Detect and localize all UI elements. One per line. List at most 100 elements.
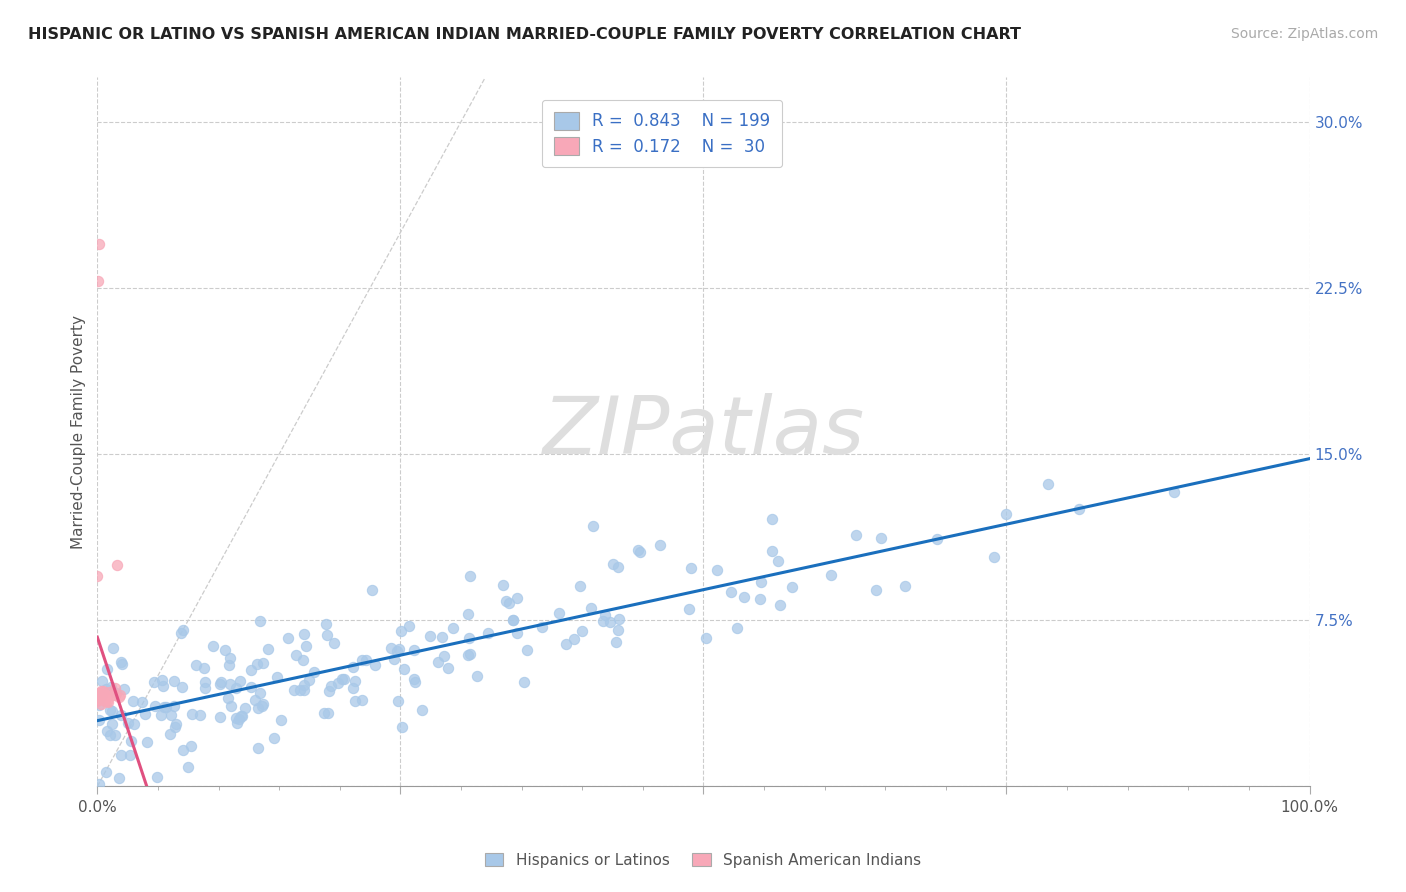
Point: [430, 630, 453, 644]
Point: [314, 706, 336, 720]
Point: [90, 690, 112, 704]
Point: [352, 692, 374, 706]
Point: [318, 706, 340, 720]
Point: [117, 715, 139, 730]
Point: [458, 648, 481, 662]
Point: [201, 640, 224, 654]
Point: [392, 662, 415, 676]
Point: [387, 694, 409, 708]
Point: [599, 615, 621, 629]
Point: [229, 674, 252, 689]
Point: [131, 695, 153, 709]
Point: [607, 612, 630, 626]
Point: [502, 613, 524, 627]
Point: [163, 720, 186, 734]
Point: [344, 673, 367, 688]
Point: [380, 640, 402, 655]
Point: [530, 620, 553, 634]
Point: [1163, 485, 1185, 500]
Point: [96, 694, 118, 708]
Point: [246, 657, 269, 672]
Point: [344, 694, 367, 708]
Point: [104, 686, 127, 700]
Point: [219, 698, 242, 713]
Point: [270, 713, 292, 727]
Point: [90, 689, 112, 703]
Point: [87, 698, 110, 712]
Point: [103, 681, 125, 695]
Point: [218, 677, 240, 691]
Point: [681, 561, 703, 575]
Point: [769, 599, 792, 613]
Point: [328, 676, 350, 690]
Point: [90, 690, 112, 705]
Point: [571, 624, 593, 639]
Point: [90, 698, 112, 712]
Point: [593, 607, 616, 622]
Point: [766, 554, 789, 568]
Point: [257, 642, 280, 657]
Point: [780, 580, 803, 594]
Point: [894, 579, 917, 593]
Point: [209, 675, 232, 690]
Point: [231, 709, 253, 723]
Point: [1036, 476, 1059, 491]
Point: [153, 700, 176, 714]
Legend: Hispanics or Latinos, Spanish American Indians: Hispanics or Latinos, Spanish American I…: [478, 845, 928, 875]
Text: HISPANIC OR LATINO VS SPANISH AMERICAN INDIAN MARRIED-COUPLE FAMILY POVERTY CORR: HISPANIC OR LATINO VS SPANISH AMERICAN I…: [28, 27, 1021, 42]
Point: [136, 735, 159, 749]
Point: [1067, 502, 1090, 516]
Point: [492, 578, 515, 592]
Point: [93, 694, 115, 708]
Point: [361, 583, 384, 598]
Point: [143, 698, 166, 713]
Point: [86, 569, 108, 583]
Point: [318, 684, 340, 698]
Point: [498, 596, 520, 610]
Point: [249, 614, 271, 628]
Point: [382, 652, 405, 666]
Point: [163, 698, 186, 713]
Point: [925, 532, 948, 546]
Point: [249, 686, 271, 700]
Point: [364, 658, 387, 673]
Point: [354, 653, 377, 667]
Point: [606, 623, 628, 637]
Point: [433, 648, 456, 663]
Point: [630, 544, 652, 558]
Point: [404, 672, 426, 686]
Point: [568, 579, 591, 593]
Point: [505, 591, 527, 605]
Point: [441, 621, 464, 635]
Point: [100, 717, 122, 731]
Point: [391, 720, 413, 734]
Point: [86, 688, 108, 702]
Point: [239, 663, 262, 677]
Point: [91, 687, 114, 701]
Point: [333, 672, 356, 686]
Point: [96, 662, 118, 676]
Point: [194, 681, 217, 696]
Point: [342, 660, 364, 674]
Point: [322, 635, 344, 649]
Point: [387, 643, 409, 657]
Point: [292, 683, 315, 698]
Point: [302, 665, 325, 680]
Point: [149, 707, 172, 722]
Point: [108, 690, 131, 704]
Point: [218, 651, 240, 665]
Point: [107, 771, 129, 785]
Point: [110, 707, 132, 722]
Point: [548, 607, 571, 621]
Point: [284, 648, 307, 662]
Point: [495, 594, 517, 608]
Point: [104, 728, 127, 742]
Point: [91, 684, 114, 698]
Point: [516, 642, 538, 657]
Point: [562, 632, 585, 647]
Point: [607, 559, 630, 574]
Point: [243, 692, 266, 706]
Point: [93, 688, 115, 702]
Point: [233, 701, 256, 715]
Point: [605, 635, 627, 649]
